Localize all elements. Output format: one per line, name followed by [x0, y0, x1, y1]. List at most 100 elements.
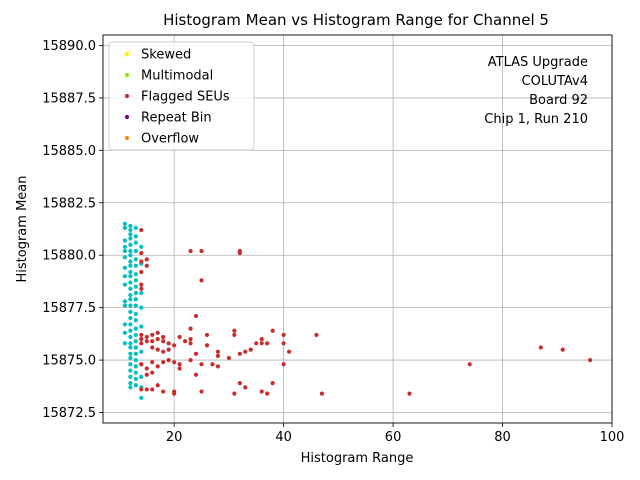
data-point-normal [133, 225, 138, 231]
data-point-normal [133, 297, 138, 302]
data-point-flagged [144, 334, 149, 340]
data-point-normal [128, 259, 133, 264]
chart-title: Histogram Mean vs Histogram Range for Ch… [163, 11, 549, 29]
data-point-flagged [199, 389, 204, 394]
data-point-flagged [232, 328, 237, 333]
data-point-normal [128, 223, 133, 228]
y-tick-label: 15875.0 [42, 354, 96, 369]
data-point-normal [128, 334, 133, 340]
y-tick-label: 15872.5 [42, 406, 96, 421]
data-point-flagged [254, 341, 259, 346]
data-point-flagged [166, 357, 171, 363]
data-point-flagged [182, 339, 188, 344]
data-point-flagged [199, 278, 204, 283]
data-point-normal [128, 328, 133, 333]
data-point-normal [128, 242, 133, 247]
data-point-normal [128, 269, 133, 275]
data-point-flagged [188, 326, 193, 331]
data-point-flagged [177, 366, 182, 371]
x-tick-label: 40 [275, 430, 292, 445]
data-point-normal [133, 383, 138, 388]
data-point-normal [139, 244, 144, 249]
data-point-flagged [265, 341, 270, 346]
data-point-flagged [139, 259, 144, 264]
x-axis-label: Histogram Range [301, 451, 414, 466]
data-point-flagged [188, 337, 193, 342]
data-point-flagged [177, 334, 182, 340]
data-point-normal [133, 345, 138, 350]
data-point-normal [128, 248, 133, 254]
data-point-flagged [150, 360, 155, 365]
y-tick-label: 15890.0 [42, 39, 96, 54]
data-point-flagged [248, 347, 253, 352]
data-point-flagged [237, 381, 242, 386]
data-point-flagged [139, 227, 144, 233]
data-point-flagged [226, 355, 231, 361]
data-point-flagged [139, 341, 144, 346]
data-point-flagged [538, 345, 543, 350]
legend-label: Multimodal [141, 69, 213, 84]
data-point-normal [133, 376, 138, 382]
y-axis-label: Histogram Mean [15, 176, 30, 283]
plot-frame [102, 34, 613, 424]
data-point-flagged [270, 381, 275, 386]
data-point-normal [133, 263, 138, 268]
legend-marker-repeat [124, 114, 130, 120]
y-tick-label: 15885.0 [42, 144, 96, 159]
data-point-normal [133, 284, 138, 289]
annotation-line: COLUTAv4 [522, 74, 588, 89]
data-point-flagged [150, 339, 155, 344]
y-tick-label: 15882.5 [42, 196, 96, 211]
y-tick-label: 15887.5 [42, 91, 96, 106]
data-point-normal [128, 385, 133, 390]
data-point-normal [128, 345, 133, 350]
data-point-normal [133, 318, 138, 323]
data-point-normal [133, 257, 138, 262]
data-point-normal [139, 374, 144, 379]
data-point-flagged [188, 341, 193, 346]
legend-label: Skewed [141, 48, 191, 63]
data-point-normal [122, 221, 127, 226]
data-point-flagged [155, 383, 160, 388]
data-point-normal [128, 263, 133, 268]
data-point-flagged [144, 339, 149, 344]
data-point-normal [128, 362, 133, 367]
data-point-flagged [265, 391, 270, 396]
data-point-flagged [193, 313, 199, 319]
x-tick-label: 100 [600, 430, 625, 445]
data-point-normal [133, 332, 138, 338]
data-point-normal [122, 244, 127, 249]
legend-box [108, 41, 255, 151]
data-point-normal [122, 248, 127, 254]
data-point-normal [133, 278, 138, 283]
data-point-normal [122, 341, 127, 346]
data-point-normal [122, 225, 127, 231]
data-point-flagged [155, 337, 160, 342]
data-point-flagged [281, 341, 286, 346]
data-point-flagged [237, 351, 242, 356]
data-point-normal [128, 286, 133, 291]
data-point-flagged [188, 357, 193, 363]
axis-ticks: 20 40 60 80 100 15872.5 15875.0 15877.5 15880.0 1… [42, 39, 624, 445]
data-point-flagged [139, 332, 144, 338]
data-point-flagged [204, 343, 210, 348]
data-point-flagged [177, 362, 182, 367]
data-point-normal [128, 292, 133, 298]
data-point-flagged [232, 391, 237, 396]
data-point-flagged [588, 357, 593, 363]
data-point-normal [122, 322, 127, 327]
legend-marker-overflow [124, 135, 130, 141]
data-point-flagged [150, 345, 155, 350]
data-point-flagged [232, 332, 237, 338]
data-point-flagged [144, 387, 149, 392]
data-point-flagged [155, 347, 160, 352]
data-point-flagged [215, 364, 221, 369]
x-tick-label: 60 [385, 430, 402, 445]
data-point-flagged [210, 362, 215, 367]
data-point-flagged [193, 372, 199, 377]
legend-marker-flagged [124, 93, 130, 99]
x-tick-label: 80 [494, 430, 511, 445]
data-point-flagged [188, 248, 193, 254]
annotation-block: ATLAS Upgrade COLUTAv4 Board 92 Chip 1, Run… [484, 55, 588, 127]
